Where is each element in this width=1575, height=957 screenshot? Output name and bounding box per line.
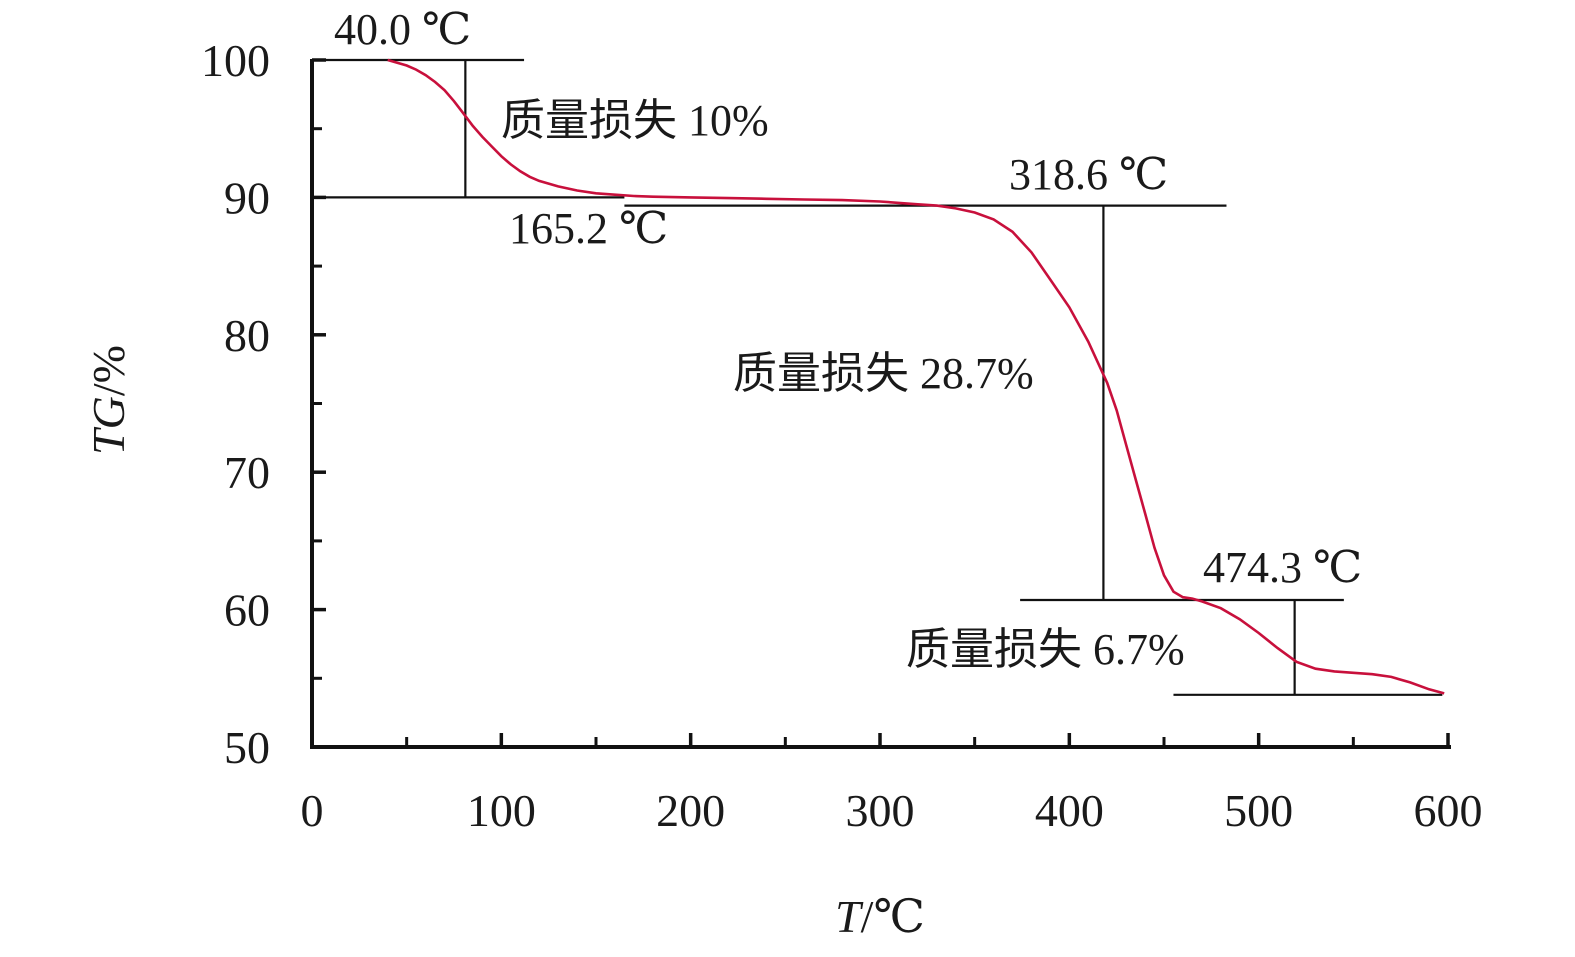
x-tick-label-100: 100 [467,785,536,836]
annotation-step1-start-temp: 40.0 ℃ [334,5,471,54]
y-tick-label-90: 90 [224,172,270,223]
x-tick-label-200: 200 [656,785,725,836]
axis-tick-labels: 0 100 200 300 400 500 600 50 60 70 80 90 100 [201,35,1483,836]
x-tick-label-500: 500 [1224,785,1293,836]
y-tick-label-50: 50 [224,722,270,773]
tg-curve [387,58,1445,695]
x-tick-label-300: 300 [846,785,915,836]
annotation-step3-start-temp: 474.3 ℃ [1203,543,1362,592]
axis-ticks [312,58,1450,747]
x-tick-label-0: 0 [301,785,324,836]
x-tick-label-600: 600 [1414,785,1483,836]
y-axis-title: TG/% [83,345,134,455]
y-tick-label-70: 70 [224,447,270,498]
x-axis-title: T/℃ [835,891,925,942]
annotation-step1-mass-loss: 质量损失 10% [501,96,769,145]
annotation-step1-end-temp: 165.2 ℃ [509,204,668,253]
annotation-step2-start-temp: 318.6 ℃ [1009,150,1168,199]
annotation-step3-mass-loss: 质量损失 6.7% [906,625,1185,674]
y-tick-label-100: 100 [201,35,270,86]
annotation-step2-mass-loss: 质量损失 28.7% [733,349,1034,398]
measurement-lines [464,60,1296,695]
y-tick-label-60: 60 [224,585,270,636]
y-tick-label-80: 80 [224,310,270,361]
x-tick-label-400: 400 [1035,785,1104,836]
